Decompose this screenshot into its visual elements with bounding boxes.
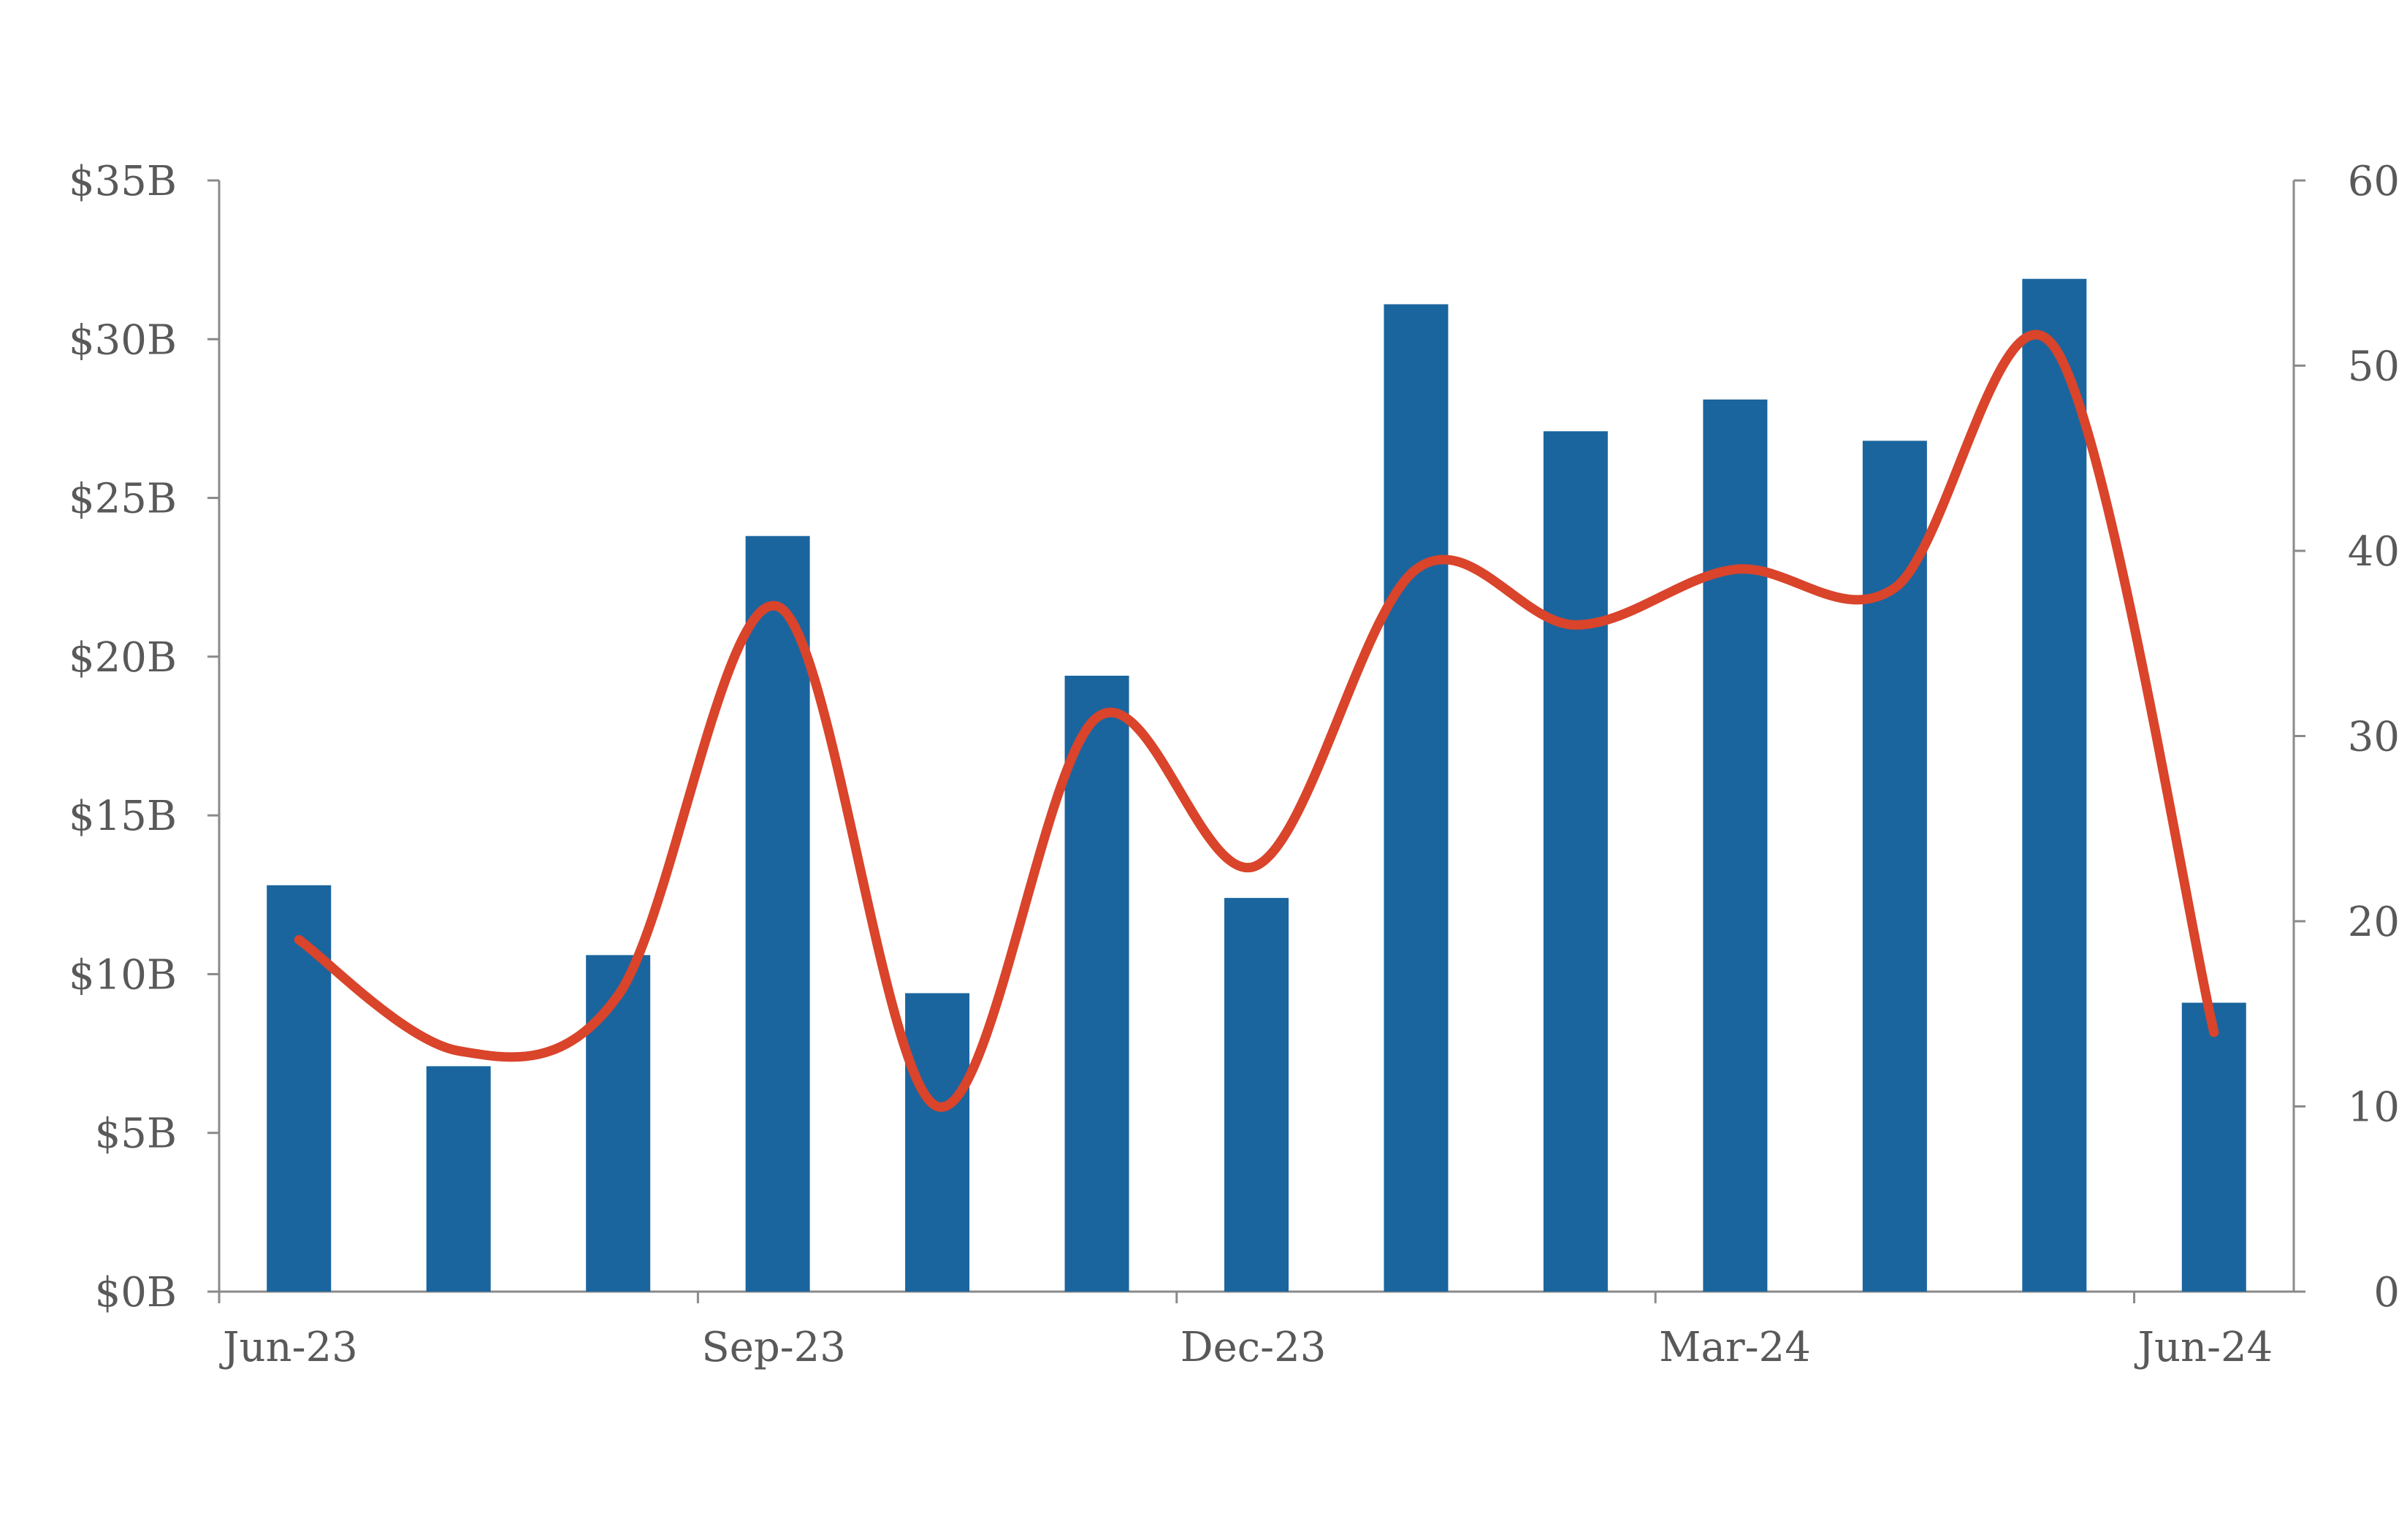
left-axis-tick-label: $10B <box>69 951 177 999</box>
left-axis-tick-label: $25B <box>69 476 177 523</box>
left-axis-tick-label: $35B <box>69 158 177 205</box>
bar <box>905 993 970 1292</box>
bar <box>586 955 651 1292</box>
right-axis-tick-label: 40 <box>2348 528 2400 576</box>
left-axis-tick-label: $20B <box>69 634 177 682</box>
series-line <box>294 329 2219 1112</box>
left-axis-tick-label: $5B <box>95 1110 177 1158</box>
right-axis-tick-label: 0 <box>2373 1269 2400 1316</box>
left-axis-tick-label: $15B <box>69 793 177 840</box>
right-axis-tick-label: 20 <box>2348 899 2400 946</box>
x-axis-tick-label: Mar-24 <box>1659 1324 1811 1371</box>
bar <box>426 1066 491 1292</box>
bar <box>2181 1002 2246 1292</box>
bar <box>1224 898 1289 1292</box>
bar <box>1703 399 1768 1292</box>
x-axis-tick-label: Jun-24 <box>2135 1324 2273 1371</box>
right-axis-tick-label: 10 <box>2348 1084 2400 1132</box>
x-axis-tick-label: Dec-23 <box>1180 1324 1327 1371</box>
bar <box>2022 278 2087 1292</box>
bar <box>1543 431 1608 1292</box>
bar <box>267 885 332 1292</box>
right-axis-tick-label: 60 <box>2348 158 2400 205</box>
bar <box>1384 304 1449 1292</box>
bar <box>1064 675 1129 1292</box>
x-axis-tick-label: Jun-23 <box>219 1324 358 1371</box>
x-axis-tick-label: Sep-23 <box>701 1324 846 1371</box>
left-axis-tick-label: $30B <box>69 316 177 364</box>
bar <box>745 535 810 1292</box>
left-axis-tick-label: $0B <box>95 1269 177 1316</box>
right-axis-tick-label: 30 <box>2348 714 2400 761</box>
plot-area: $0B $5B $10B $15B $20B $25B $30B $35B 0 10 20 30 40 5… <box>69 158 2400 1371</box>
right-axis-tick-label: 50 <box>2348 343 2400 391</box>
